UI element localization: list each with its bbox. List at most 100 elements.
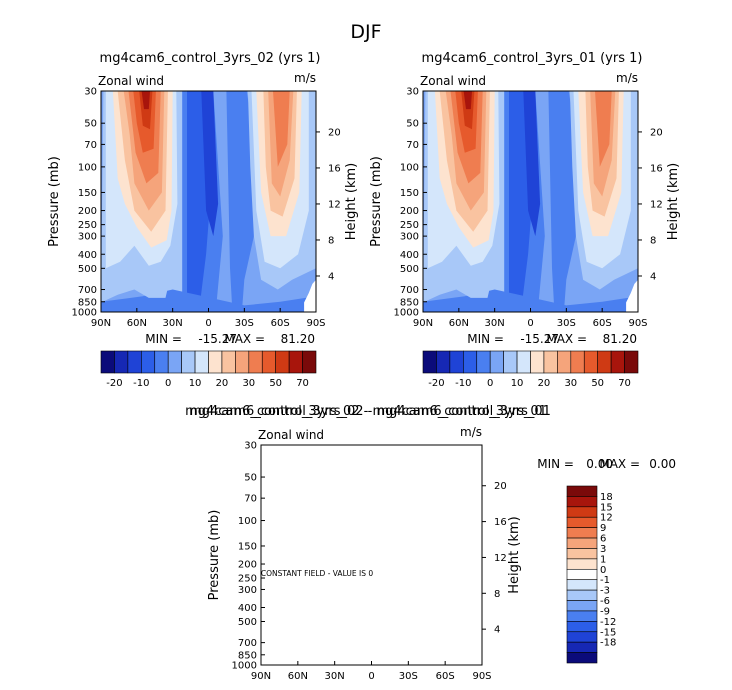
field-name-label: Zonal wind <box>258 428 324 442</box>
colorbar-label: 1 <box>600 554 606 565</box>
lat-tick-label: 60N <box>288 671 308 682</box>
height-axis-title: Height (km) <box>666 163 681 240</box>
colorbar-label: -20 <box>428 378 444 389</box>
height-tick-label: 12 <box>650 199 663 210</box>
colorbar-box <box>566 485 598 497</box>
colorbar-label: -12 <box>600 617 616 628</box>
max-label: MAX = <box>599 457 640 471</box>
min-label: MIN = <box>145 332 182 346</box>
pressure-tick-label: 700 <box>238 638 257 649</box>
pressure-tick-label: 300 <box>238 585 257 596</box>
colorbar-box <box>566 641 598 653</box>
topography-mask <box>626 279 638 312</box>
colorbar-box <box>566 568 598 581</box>
max-label: MAX = <box>546 332 587 346</box>
colorbar-box <box>566 548 598 560</box>
colorbar-box <box>566 589 598 601</box>
pressure-tick-label: 200 <box>400 206 419 217</box>
height-tick-label: 8 <box>650 235 656 246</box>
height-tick-label: 4 <box>494 625 500 636</box>
colorbar-box <box>235 350 250 374</box>
topography-mask <box>304 279 316 312</box>
colorbar-box <box>543 350 558 374</box>
pressure-tick-label: 250 <box>400 220 419 231</box>
wind-field <box>423 91 638 312</box>
colorbar-label: 50 <box>591 378 604 389</box>
pressure-axis-title: Pressure (mb) <box>47 156 62 247</box>
pressure-tick-label: 1000 <box>394 308 419 319</box>
height-tick-label: 8 <box>328 235 334 246</box>
lat-tick-label: 90N <box>91 318 111 329</box>
height-tick-label: 12 <box>328 199 341 210</box>
lat-tick-label: 30S <box>399 671 418 682</box>
colorbar-box <box>261 350 276 374</box>
pressure-tick-label: 850 <box>78 297 97 308</box>
lat-tick-label: 90N <box>413 318 433 329</box>
pressure-tick-label: 250 <box>78 220 97 231</box>
height-tick-label: 16 <box>650 163 663 174</box>
colorbar-box <box>566 652 598 664</box>
lat-tick-label: 0 <box>527 318 533 329</box>
colorbar-label: 10 <box>189 378 202 389</box>
colorbar-box <box>583 350 598 374</box>
colorbar-label: 0 <box>487 378 493 389</box>
colorbar-box <box>557 350 572 374</box>
colorbar-label: 12 <box>600 513 613 524</box>
pressure-tick-label: 400 <box>78 250 97 261</box>
units-label: m/s <box>616 71 638 85</box>
pressure-tick-label: 400 <box>400 250 419 261</box>
height-tick-label: 20 <box>650 127 663 138</box>
pressure-tick-label: 50 <box>84 119 97 130</box>
colorbar-box <box>154 350 169 374</box>
colorbar-label: -9 <box>600 606 610 617</box>
max-value: 0.00 <box>649 457 676 471</box>
colorbar-box <box>288 350 303 374</box>
colorbar-box <box>275 350 290 374</box>
colorbar-box <box>566 621 598 633</box>
colorbar-box <box>436 350 451 374</box>
pressure-tick-label: 70 <box>84 140 97 151</box>
diff-title: mg4cam6_control_3yrs_02 - mg4cam6_contro… <box>185 404 547 419</box>
field-name-label: Zonal wind <box>98 74 164 88</box>
pressure-tick-label: 400 <box>238 603 257 614</box>
colorbar-label: -3 <box>600 586 610 597</box>
pressure-tick-label: 70 <box>244 494 257 505</box>
colorbar-box <box>566 527 598 539</box>
colorbar-label: 15 <box>600 502 613 513</box>
wind-field <box>101 91 316 312</box>
colorbar-label: 3 <box>600 544 606 555</box>
colorbar-label: 10 <box>511 378 524 389</box>
colorbar-label: 9 <box>600 523 606 534</box>
pressure-tick-label: 1000 <box>232 661 257 672</box>
pressure-tick-label: 850 <box>238 650 257 661</box>
colorbar-box <box>449 350 464 374</box>
min-value: -15.27 <box>520 332 559 346</box>
colorbar-box <box>127 350 142 374</box>
colorbar-box <box>566 631 598 643</box>
sh-jet-contour <box>595 91 612 167</box>
panel-control-01: mg4cam6_control_3yrs_01 (yrs 1) Zonal win… <box>369 51 681 389</box>
pressure-tick-label: 850 <box>400 297 419 308</box>
colorbar-box <box>114 350 129 374</box>
min-value: 0.00 <box>586 457 613 471</box>
colorbar-box <box>566 506 598 518</box>
panel-title: mg4cam6_control_3yrs_02 - mg4cam6_contro… <box>189 404 551 419</box>
pressure-tick-label: 250 <box>238 574 257 585</box>
pressure-tick-label: 100 <box>238 516 257 527</box>
colorbar-box <box>248 350 263 374</box>
tropical-upper-core <box>201 91 219 237</box>
pressure-tick-label: 300 <box>400 232 419 243</box>
colorbar-box <box>422 350 437 374</box>
pressure-tick-label: 50 <box>244 473 257 484</box>
pressure-tick-label: 100 <box>78 162 97 173</box>
colorbar-box <box>463 350 478 374</box>
nh-jet-contour <box>463 91 472 110</box>
pressure-tick-label: 500 <box>78 264 97 275</box>
constant-field-label: CONSTANT FIELD - VALUE IS 0 <box>261 569 373 578</box>
page-title: DJF <box>350 21 381 43</box>
pressure-tick-label: 30 <box>406 87 419 98</box>
colorbar-box <box>516 350 531 374</box>
pressure-tick-label: 500 <box>238 617 257 628</box>
colorbar-label: 70 <box>296 378 309 389</box>
lat-tick-label: 0 <box>205 318 211 329</box>
